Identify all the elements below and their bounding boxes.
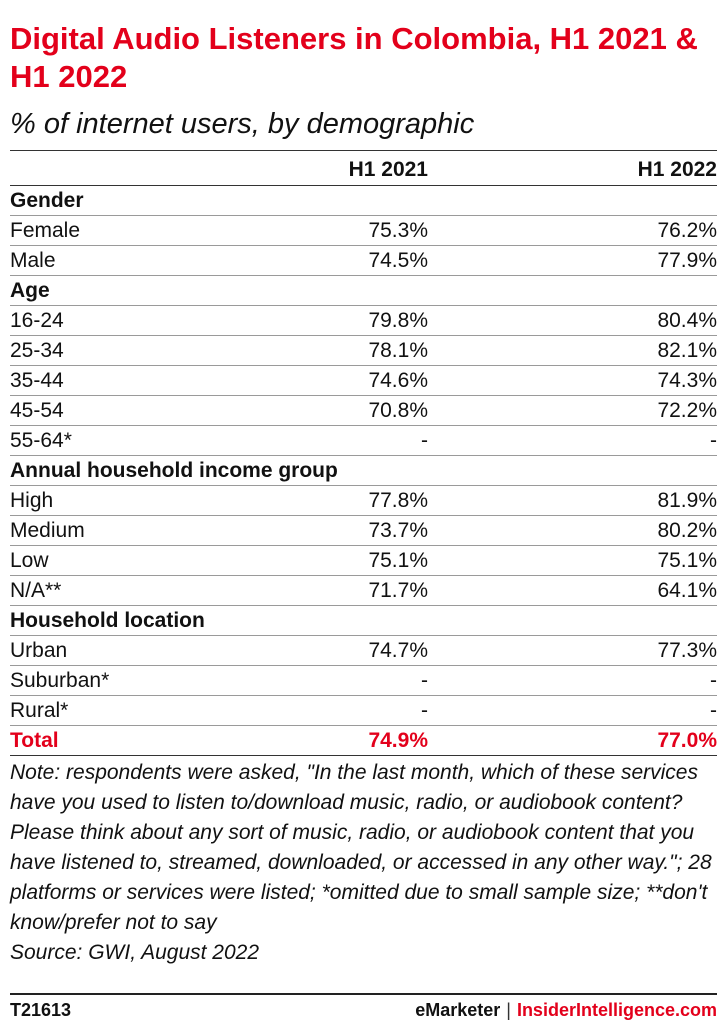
row-label: 35-44: [10, 365, 250, 396]
value-h1-2021: 71.7%: [250, 575, 428, 606]
header-row: H1 2021 H1 2022: [10, 154, 717, 186]
table-row: Rural* - -: [10, 695, 717, 726]
table-row: 55-64* - -: [10, 425, 717, 456]
table-row: 16-24 79.8% 80.4%: [10, 305, 717, 336]
group-label: Gender: [10, 185, 717, 216]
value-h1-2022: 80.4%: [428, 305, 717, 336]
row-label: Low: [10, 545, 250, 576]
value-h1-2022: 82.1%: [428, 335, 717, 366]
brand-emarketer: eMarketer: [415, 1000, 501, 1020]
value-h1-2021: 74.6%: [250, 365, 428, 396]
value-h1-2021: 77.8%: [250, 485, 428, 516]
value-h1-2021: 74.7%: [250, 635, 428, 666]
chart-title: Digital Audio Listeners in Colombia, H1 …: [10, 21, 698, 94]
row-label: 45-54: [10, 395, 250, 426]
value-h1-2021: -: [250, 695, 428, 726]
group-header-row: Age: [10, 275, 717, 306]
brand-separator: |: [506, 1000, 511, 1020]
value-h1-2022: 77.0%: [428, 725, 717, 756]
row-label: Suburban*: [10, 665, 250, 696]
source-text: Source: GWI, August 2022: [10, 941, 260, 964]
value-h1-2021: 74.5%: [250, 245, 428, 276]
group-header-row: Household location: [10, 605, 717, 636]
row-label: 55-64*: [10, 425, 250, 456]
table-row: Medium 73.7% 80.2%: [10, 515, 717, 546]
table-row: High 77.8% 81.9%: [10, 485, 717, 516]
table-row: Low 75.1% 75.1%: [10, 545, 717, 576]
chart-id: T21613: [10, 1000, 72, 1020]
value-h1-2022: 64.1%: [428, 575, 717, 606]
table-body: Gender Female 75.3% 76.2% Male 74.5% 77.9% Age 1…: [10, 185, 717, 756]
value-h1-2022: 80.2%: [428, 515, 717, 546]
value-h1-2021: -: [250, 425, 428, 456]
group-label: Household location: [10, 605, 717, 636]
row-label: Female: [10, 215, 250, 246]
group-label: Age: [10, 275, 717, 306]
row-label: N/A**: [10, 575, 250, 606]
value-h1-2022: 81.9%: [428, 485, 717, 516]
column-header-label: [10, 154, 250, 186]
value-h1-2022: 77.3%: [428, 635, 717, 666]
row-label: Urban: [10, 635, 250, 666]
table-row: Suburban* - -: [10, 665, 717, 696]
value-h1-2022: 74.3%: [428, 365, 717, 396]
value-h1-2022: -: [428, 695, 717, 726]
value-h1-2021: 79.8%: [250, 305, 428, 336]
table-row: 45-54 70.8% 72.2%: [10, 395, 717, 426]
chart-note: Note: respondents were asked, "In the la…: [10, 758, 717, 968]
value-h1-2022: 75.1%: [428, 545, 717, 576]
value-h1-2022: 76.2%: [428, 215, 717, 246]
top-rule: [10, 150, 717, 151]
column-header-h1-2021: H1 2021: [250, 154, 428, 186]
value-h1-2021: -: [250, 665, 428, 696]
value-h1-2021: 74.9%: [250, 725, 428, 756]
value-h1-2022: 77.9%: [428, 245, 717, 276]
table-row: Male 74.5% 77.9%: [10, 245, 717, 276]
table-row: N/A** 71.7% 64.1%: [10, 575, 717, 606]
table-row: Female 75.3% 76.2%: [10, 215, 717, 246]
group-header-row: Annual household income group: [10, 455, 717, 486]
value-h1-2022: -: [428, 425, 717, 456]
row-label: High: [10, 485, 250, 516]
data-table: H1 2021 H1 2022 Gender Female 75.3% 76.2% Ma…: [10, 154, 717, 756]
brand-insiderintelligence: InsiderIntelligence.com: [516, 1000, 717, 1020]
note-text: Note: respondents were asked, "In the la…: [10, 761, 712, 934]
row-label: 25-34: [10, 335, 250, 366]
column-header-h1-2022: H1 2022: [428, 154, 717, 186]
footer-brand: eMarketer | InsiderIntelligence.com: [415, 1000, 717, 1021]
bottom-rule: [10, 993, 717, 995]
table-row: 25-34 78.1% 82.1%: [10, 335, 717, 366]
value-h1-2021: 78.1%: [250, 335, 428, 366]
value-h1-2022: -: [428, 665, 717, 696]
group-header-row: Gender: [10, 185, 717, 216]
group-label: Annual household income group: [10, 455, 717, 486]
value-h1-2021: 75.3%: [250, 215, 428, 246]
row-label: Male: [10, 245, 250, 276]
total-row: Total 74.9% 77.0%: [10, 725, 717, 756]
row-label: Medium: [10, 515, 250, 546]
row-label: 16-24: [10, 305, 250, 336]
value-h1-2021: 75.1%: [250, 545, 428, 576]
value-h1-2021: 70.8%: [250, 395, 428, 426]
row-label: Rural*: [10, 695, 250, 726]
chart-subtitle: % of internet users, by demographic: [10, 108, 475, 140]
table-row: 35-44 74.6% 74.3%: [10, 365, 717, 396]
value-h1-2021: 73.7%: [250, 515, 428, 546]
table-row: Urban 74.7% 77.3%: [10, 635, 717, 666]
value-h1-2022: 72.2%: [428, 395, 717, 426]
row-label: Total: [10, 725, 250, 756]
